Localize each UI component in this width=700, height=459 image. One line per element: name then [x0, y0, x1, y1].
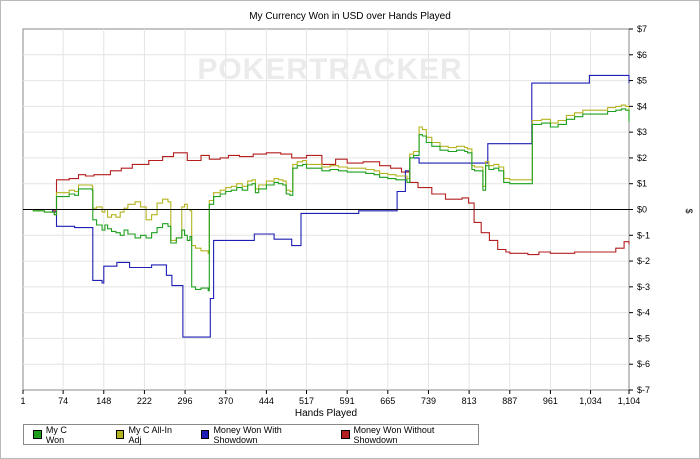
- x-tick-label: 222: [137, 396, 152, 406]
- legend-label: Money Won Without Showdown: [353, 424, 435, 445]
- series-line-my-c-won: [23, 108, 630, 292]
- legend-item-my-c-won[interactable]: My C Won: [33, 425, 87, 445]
- y-tick-label: $-6: [637, 359, 650, 369]
- x-tick-label: 296: [178, 396, 193, 406]
- series-lines: [23, 74, 630, 338]
- y-tick-label: $2: [637, 153, 647, 163]
- x-tick-label: 591: [340, 396, 355, 406]
- x-tick-label: 74: [58, 396, 68, 406]
- legend-swatch-my-c-all-in-adj: [115, 430, 125, 439]
- y-tick-label: $-4: [637, 308, 650, 318]
- legend-item-my-c-all-in-adj[interactable]: My C All-In Adj: [115, 424, 186, 445]
- x-axis-label: Hands Played: [295, 408, 357, 419]
- x-tick-label: 665: [380, 396, 395, 406]
- legend: My C Won My C All-In Adj Money Won With …: [23, 424, 479, 445]
- y-tick-label: $4: [637, 101, 647, 111]
- watermark-text: POKERTRACKER: [197, 53, 462, 86]
- legend-swatch-my-c-won: [33, 430, 42, 439]
- x-tick-label: 961: [543, 396, 558, 406]
- legend-swatch-money-won-with-showdown: [200, 430, 210, 439]
- legend-label: Money Won With Showdown: [213, 424, 282, 445]
- legend-label: My C All-In Adj: [128, 424, 172, 445]
- series-line-money-won-without-showdown: [23, 152, 630, 256]
- series-line-my-c-all-in-adj: [23, 104, 630, 254]
- legend-label: My C Won: [45, 424, 67, 445]
- chart-title: My Currency Won in USD over Hands Played: [249, 11, 451, 22]
- y-tick-label: $-5: [637, 333, 650, 343]
- x-tick-label: 517: [299, 396, 314, 406]
- x-tick-label: 1,104: [618, 396, 641, 406]
- y-tick-label: $-7: [637, 385, 650, 395]
- x-tick-label: 148: [96, 396, 111, 406]
- x-tick-label: 739: [421, 396, 436, 406]
- x-tick-label: 1,034: [579, 396, 602, 406]
- y-tick-label: $5: [637, 76, 647, 86]
- y-tick-label: $-3: [637, 282, 650, 292]
- x-tick-label: 444: [259, 396, 274, 406]
- x-tick-label: 887: [502, 396, 517, 406]
- y-tick-label: $3: [637, 127, 647, 137]
- y-tick-label: $-1: [637, 230, 650, 240]
- y-tick-label: $1: [637, 179, 647, 189]
- x-tick-label: 1: [20, 396, 25, 406]
- y-tick-label: $-2: [637, 256, 650, 266]
- y-tick-label: $0: [637, 205, 647, 215]
- x-tick-label: 370: [218, 396, 233, 406]
- y-tick-label: $7: [637, 24, 647, 34]
- series-line-money-won-with-showdown: [23, 74, 630, 338]
- y-axis-label: $: [684, 208, 694, 213]
- x-tick-label: 813: [462, 396, 477, 406]
- legend-swatch-money-won-without-showdown: [340, 430, 350, 439]
- y-axis-ticks: $7 $6 $5 $4 $3 $2 $1 $0 $-1 $-2 $-3 $-4 $-5 $-6 $-7: [629, 24, 650, 395]
- x-axis-ticks: 1 74 148 222 296 370 444 517 591 665 739 813 887 961 1…: [20, 390, 640, 406]
- legend-item-money-won-without-showdown[interactable]: Money Won Without Showdown: [340, 424, 478, 445]
- legend-item-money-won-with-showdown[interactable]: Money Won With Showdown: [200, 424, 326, 445]
- y-tick-label: $6: [637, 50, 647, 60]
